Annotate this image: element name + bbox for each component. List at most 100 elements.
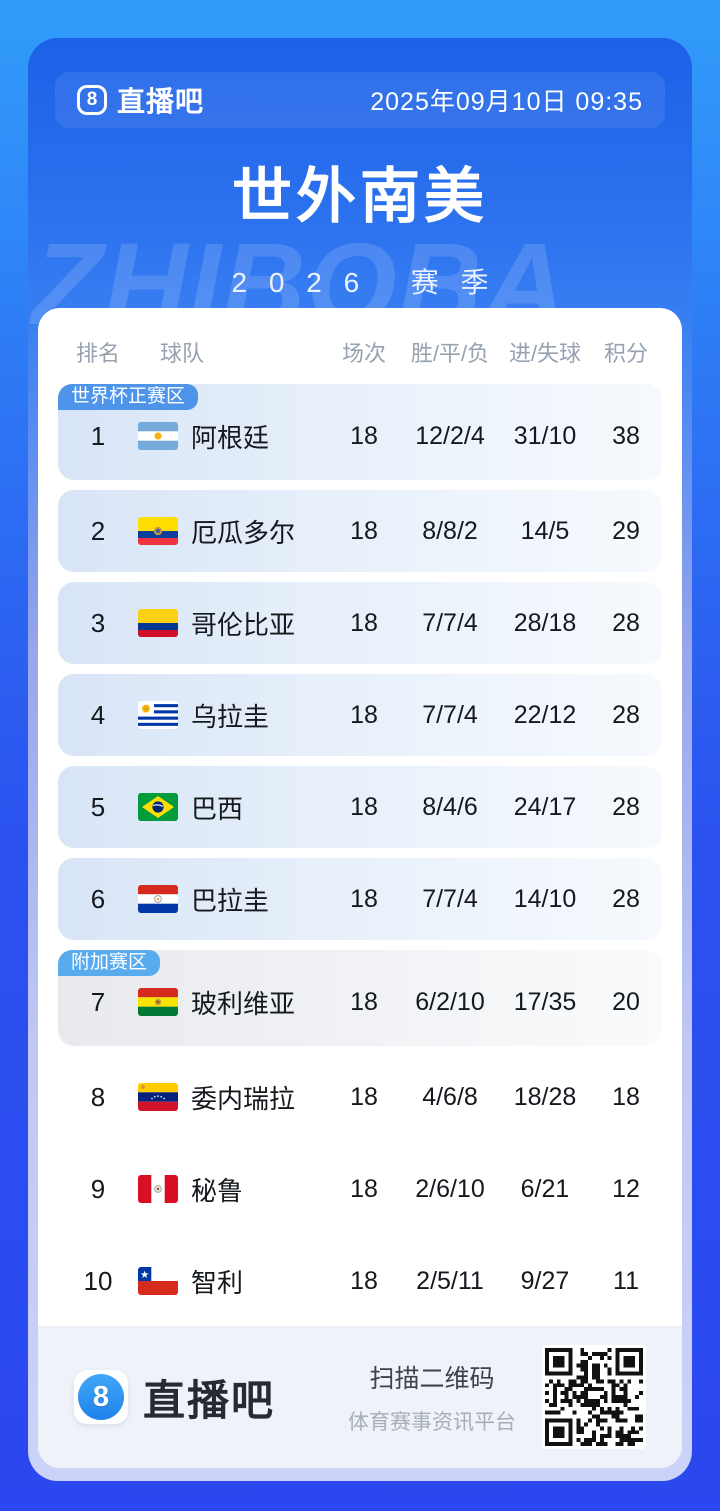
rank: 8 <box>90 1081 106 1112</box>
goals-for-against: 31/10 <box>513 421 577 450</box>
footer: 8 直播吧 扫描二维码 体育赛事资讯平台 <box>38 1326 682 1468</box>
col-played: 场次 <box>341 341 386 366</box>
team-name: 阿根廷 <box>191 422 270 453</box>
table-row: 5 巴西 18 8/4/6 24/17 28 <box>58 766 662 848</box>
col-goals: 进/失球 <box>508 341 582 366</box>
footer-zhibo8-logo: 8 直播吧 <box>74 1367 275 1428</box>
team-name: 智利 <box>191 1267 244 1298</box>
rank: 7 <box>90 986 106 1017</box>
zone-badge-playoff: 附加赛区 <box>58 950 161 976</box>
goals-for-against: 18/28 <box>513 1082 577 1111</box>
played: 18 <box>350 608 378 637</box>
footer-brand-name: 直播吧 <box>143 1376 276 1424</box>
col-rank: 排名 <box>75 341 120 366</box>
team-name: 委内瑞拉 <box>191 1083 296 1114</box>
flag-chile-icon <box>138 1267 178 1295</box>
team-name: 巴拉圭 <box>191 885 270 916</box>
points: 20 <box>612 987 640 1016</box>
rank: 6 <box>90 883 106 914</box>
points: 28 <box>612 608 640 637</box>
points: 12 <box>612 1174 640 1203</box>
played: 18 <box>350 884 378 913</box>
win-draw-loss: 6/2/10 <box>415 987 485 1016</box>
footer-scan-block: 扫描二维码 体育赛事资讯平台 <box>348 1359 516 1436</box>
scan-hint: 扫描二维码 <box>369 1364 495 1393</box>
team-name: 厄瓜多尔 <box>191 517 296 548</box>
season-subtitle: 2026 赛季 <box>231 267 511 298</box>
team-name: 秘鲁 <box>191 1175 244 1206</box>
win-draw-loss: 12/2/4 <box>415 421 485 450</box>
page-title: 世外南美 <box>232 163 488 230</box>
rank: 5 <box>90 791 106 822</box>
win-draw-loss: 2/6/10 <box>415 1174 485 1203</box>
flag-bolivia-icon <box>138 988 178 1016</box>
win-draw-loss: 7/7/4 <box>422 700 478 729</box>
win-draw-loss: 8/8/2 <box>422 516 478 545</box>
table-row: 附加赛区 7 玻利维亚 18 6/2/10 17/35 20 <box>58 950 662 1046</box>
table-row: 4 乌拉圭 18 7/7/4 22/12 28 <box>58 674 662 756</box>
flag-paraguay-icon <box>138 885 178 913</box>
rank: 3 <box>90 607 106 638</box>
goals-for-against: 28/18 <box>513 608 577 637</box>
zhibo8-logo: 8 直播吧 <box>77 80 204 120</box>
zone-badge-qualify: 世界杯正赛区 <box>58 384 199 410</box>
win-draw-loss: 7/7/4 <box>422 608 478 637</box>
played: 18 <box>350 516 378 545</box>
table-row: 9 秘鲁 18 2/6/10 6/21 12 <box>58 1148 662 1230</box>
played: 18 <box>350 700 378 729</box>
standings-card: 排名 球队 场次 胜/平/负 进/失球 积分 世界杯正赛区 1 <box>38 308 682 1468</box>
rank: 4 <box>90 699 106 730</box>
table-header: 排名 球队 场次 胜/平/负 进/失球 积分 <box>58 330 662 374</box>
points: 29 <box>612 516 640 545</box>
played: 18 <box>350 1174 378 1203</box>
rank: 9 <box>90 1173 106 1204</box>
flag-ecuador-icon <box>138 517 178 545</box>
win-draw-loss: 2/5/11 <box>416 1266 484 1295</box>
points: 38 <box>612 421 640 450</box>
flag-uruguay-icon <box>138 701 178 729</box>
flag-argentina-icon <box>138 422 178 450</box>
goals-for-against: 9/27 <box>520 1266 570 1295</box>
col-wdl: 胜/平/负 <box>410 341 490 366</box>
played: 18 <box>350 421 378 450</box>
qr-code-icon <box>542 1345 646 1449</box>
header-bar: 8 直播吧 2025年09月10日 09:35 <box>55 72 665 128</box>
platform-tagline: 体育赛事资讯平台 <box>348 1410 516 1434</box>
flag-peru-icon <box>138 1175 178 1203</box>
brand-name: 直播吧 <box>117 86 205 117</box>
table-row: 8 委内瑞拉 18 4/6/8 18/28 18 <box>58 1056 662 1138</box>
rank: 2 <box>90 515 106 546</box>
team-name: 哥伦比亚 <box>191 609 296 640</box>
goals-for-against: 14/5 <box>520 516 570 545</box>
goals-for-against: 24/17 <box>513 792 577 821</box>
datetime: 2025年09月10日 09:35 <box>370 88 643 116</box>
goals-for-against: 14/10 <box>513 884 577 913</box>
rank: 10 <box>83 1265 113 1296</box>
win-draw-loss: 8/4/6 <box>422 792 478 821</box>
table-row: 3 哥伦比亚 18 7/7/4 28/18 28 <box>58 582 662 664</box>
points: 18 <box>612 1082 640 1111</box>
points: 28 <box>612 792 640 821</box>
flag-brazil-icon <box>138 793 178 821</box>
played: 18 <box>350 1266 378 1295</box>
points: 28 <box>612 884 640 913</box>
flag-colombia-icon <box>138 609 178 637</box>
team-name: 乌拉圭 <box>191 701 270 732</box>
team-name: 玻利维亚 <box>191 988 296 1019</box>
table-row: 10 智利 18 2/5/11 9/27 11 <box>58 1240 662 1322</box>
standings-table: 排名 球队 场次 胜/平/负 进/失球 积分 世界杯正赛区 1 <box>38 308 682 1322</box>
win-draw-loss: 7/7/4 <box>422 884 478 913</box>
played: 18 <box>350 792 378 821</box>
poster-card: ZHIBOBA 8 直播吧 2025年09月10日 09:35 世外南美 202… <box>28 38 692 1481</box>
table-row: 6 巴拉圭 18 7/7/4 14/10 28 <box>58 858 662 940</box>
points: 11 <box>613 1266 639 1295</box>
col-team: 球队 <box>160 341 205 366</box>
goals-for-against: 17/35 <box>513 987 577 1016</box>
played: 18 <box>350 987 378 1016</box>
rank: 1 <box>90 420 106 451</box>
zhibo8-8-icon: 8 <box>74 1370 128 1424</box>
goals-for-against: 22/12 <box>513 700 577 729</box>
win-draw-loss: 4/6/8 <box>422 1082 478 1111</box>
table-row: 世界杯正赛区 1 阿根廷 18 12/2/4 31/10 38 <box>58 384 662 480</box>
